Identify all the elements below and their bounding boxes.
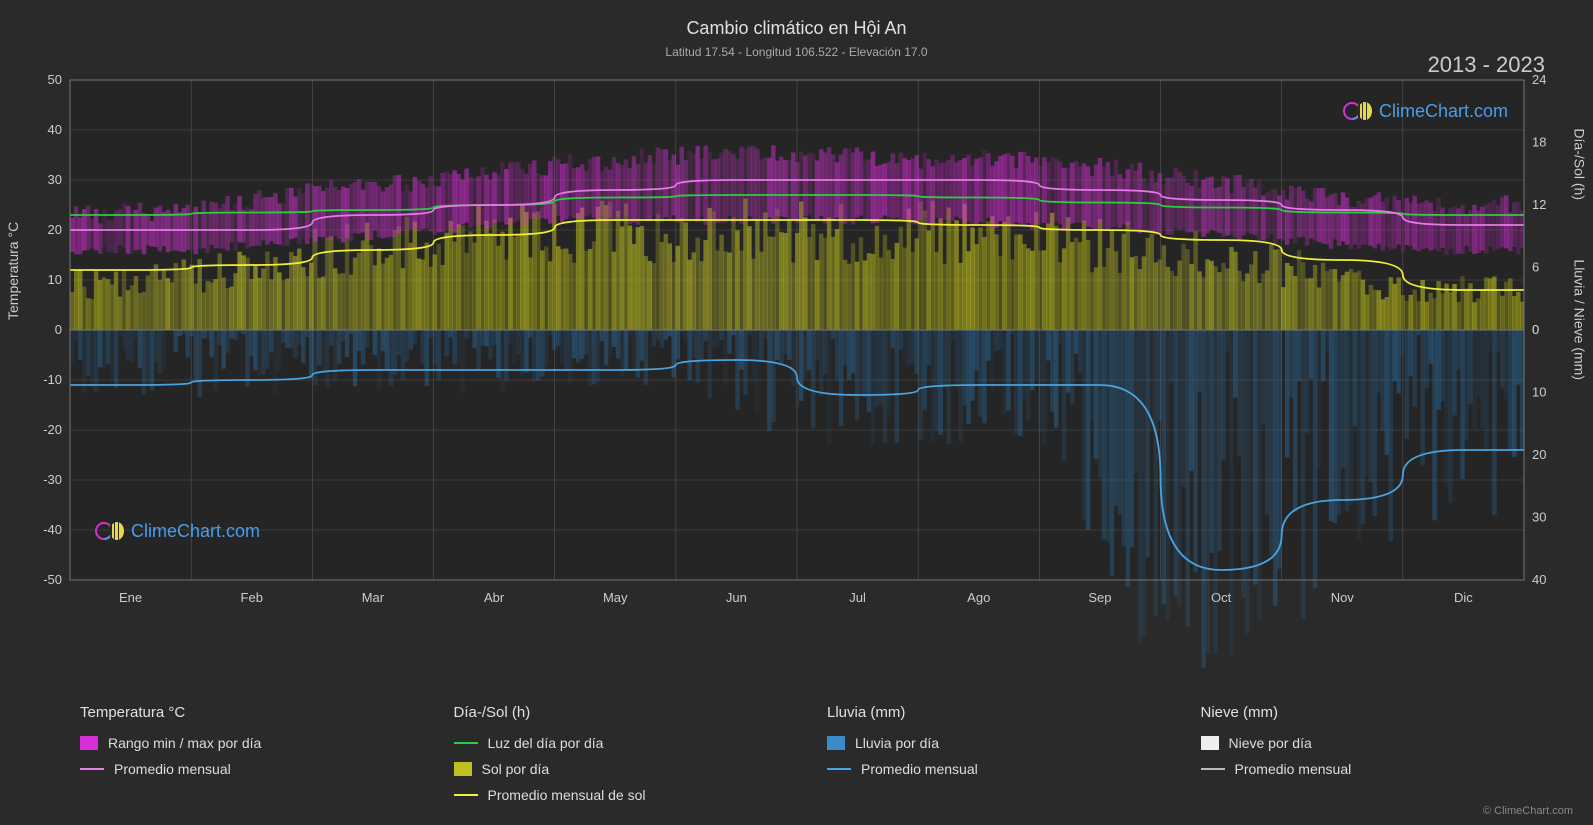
svg-text:-20: -20 [43,422,62,437]
legend-item-label: Nieve por día [1229,735,1312,751]
legend-item-label: Luz del día por día [488,735,604,751]
legend-item-label: Sol por día [482,761,550,777]
legend-line-icon [454,794,478,796]
legend-header: Temperatura °C [80,704,414,721]
watermark-top: ClimeChart.com [1343,100,1508,122]
climechart-logo-icon [1343,100,1373,122]
legend-daysun-section: Día-/Sol (h) Luz del día por día Sol por … [454,704,788,813]
legend-item: Promedio mensual de sol [454,787,788,803]
svg-text:30: 30 [1532,510,1546,525]
svg-text:10: 10 [1532,385,1546,400]
svg-text:-40: -40 [43,522,62,537]
legend-item: Sol por día [454,761,788,777]
chart-svg: -50-40-30-20-100102030405006121824010203… [70,80,1524,610]
legend-item: Promedio mensual [827,761,1161,777]
svg-text:Nov: Nov [1331,590,1355,605]
legend-swatch-icon [454,762,472,776]
plot-area: -50-40-30-20-100102030405006121824010203… [70,80,1524,580]
svg-text:40: 40 [1532,572,1546,587]
legend-item-label: Promedio mensual de sol [488,787,646,803]
legend-item-label: Promedio mensual [1235,761,1352,777]
copyright-text: © ClimeChart.com [1483,805,1573,817]
svg-text:-50: -50 [43,572,62,587]
svg-text:-30: -30 [43,472,62,487]
svg-text:-10: -10 [43,372,62,387]
svg-text:Jun: Jun [726,590,747,605]
svg-text:50: 50 [48,72,62,87]
legend-header: Nieve (mm) [1201,704,1535,721]
legend-snow-section: Nieve (mm) Nieve por día Promedio mensual [1201,704,1535,813]
y-axis-right-bottom-label: Lluvia / Nieve (mm) [1572,259,1588,380]
svg-text:Ene: Ene [119,590,142,605]
chart-title: Cambio climático en Hội An [0,0,1593,39]
svg-text:Abr: Abr [484,590,505,605]
svg-text:40: 40 [48,122,62,137]
y-axis-left-label: Temperatura °C [5,222,21,320]
legend-line-icon [454,742,478,744]
watermark-text: ClimeChart.com [1379,101,1508,122]
svg-text:May: May [603,590,628,605]
legend-item-label: Lluvia por día [855,735,939,751]
svg-text:20: 20 [48,222,62,237]
svg-text:0: 0 [1532,322,1539,337]
legend-rain-section: Lluvia (mm) Lluvia por día Promedio mensu… [827,704,1161,813]
legend-item-label: Promedio mensual [861,761,978,777]
legend-item: Nieve por día [1201,735,1535,751]
legend-item: Promedio mensual [1201,761,1535,777]
svg-text:Feb: Feb [241,590,263,605]
legend-line-icon [827,768,851,770]
svg-text:6: 6 [1532,260,1539,275]
year-range-label: 2013 - 2023 [1428,52,1545,78]
svg-text:10: 10 [48,272,62,287]
legend-swatch-icon [827,736,845,750]
watermark-bottom: ClimeChart.com [95,520,260,542]
legend-item: Promedio mensual [80,761,414,777]
legend-item: Rango min / max por día [80,735,414,751]
legend-line-icon [80,768,104,770]
svg-text:24: 24 [1532,72,1546,87]
legend-item-label: Promedio mensual [114,761,231,777]
svg-text:20: 20 [1532,447,1546,462]
legend-header: Lluvia (mm) [827,704,1161,721]
legend-item: Luz del día por día [454,735,788,751]
chart-subtitle: Latitud 17.54 - Longitud 106.522 - Eleva… [0,39,1593,59]
svg-text:0: 0 [55,322,62,337]
watermark-text: ClimeChart.com [131,521,260,542]
legend-header: Día-/Sol (h) [454,704,788,721]
svg-text:12: 12 [1532,197,1546,212]
legend-temp-section: Temperatura °C Rango min / max por día Pr… [80,704,414,813]
legend-item-label: Rango min / max por día [108,735,261,751]
svg-text:Jul: Jul [849,590,866,605]
legend-line-icon [1201,768,1225,770]
y-axis-right-top-label: Día-/Sol (h) [1572,128,1588,200]
svg-text:Mar: Mar [362,590,385,605]
svg-text:Ago: Ago [967,590,990,605]
legend-swatch-icon [80,736,98,750]
svg-text:18: 18 [1532,135,1546,150]
svg-text:30: 30 [48,172,62,187]
svg-text:Sep: Sep [1088,590,1111,605]
legend-item: Lluvia por día [827,735,1161,751]
legend: Temperatura °C Rango min / max por día Pr… [80,704,1534,813]
legend-swatch-icon [1201,736,1219,750]
climechart-logo-icon [95,520,125,542]
svg-text:Dic: Dic [1454,590,1473,605]
